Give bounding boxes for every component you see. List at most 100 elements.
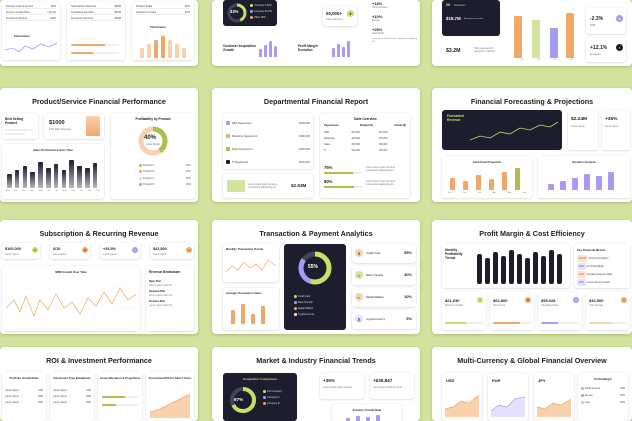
profit-bars (330, 37, 354, 57)
sub-kpi-1: $100,000 Lorem ipsum $ (2, 243, 40, 259)
customers-value: 50,000+ (326, 11, 342, 16)
star-icon: ★ (525, 297, 531, 303)
customers-card: 50,000+ Total customers ★ (323, 6, 357, 26)
smb-card: -2.3% SMB ▾ (586, 8, 626, 34)
roi-col-3: Asset Allocation & Projections (98, 372, 142, 421)
currency-usd: USD (442, 373, 482, 421)
roi-area-chart (150, 393, 190, 418)
briefcase-icon: ▪ (616, 44, 623, 51)
performance-title: Performance (150, 26, 166, 29)
profit-kpi-4: $42,500 Cost Savings ▪ (586, 292, 630, 330)
performance-sparkline (5, 42, 57, 53)
slide-title: Subscription & Recurring Revenue (39, 229, 159, 238)
slide-top-right[interactable]: 5K Customers $15.7M Enterprise accounts … (432, 0, 632, 66)
customer-acquisition-title: Customer Acquisition Growth (223, 44, 256, 52)
mrr-growth-card: MRR Growth Over Time (2, 266, 140, 331)
slide-departmental-report[interactable]: Departmental Financial Report R&D Depart… (212, 88, 420, 202)
roi-col-2: Investment Type Breakdown Lorem ipsum 12%… (50, 372, 94, 421)
slide-multi-currency[interactable]: Multi-Currency & Global Financial Overvi… (432, 347, 632, 421)
slide-top-left[interactable]: Primary Income Source 18% Income Growth R… (0, 0, 198, 66)
slide-subscription[interactable]: Subscription & Recurring Revenue $100,00… (0, 220, 198, 334)
total-budget-card: Lorem ipsum dolor sit amet, consectetur … (223, 174, 313, 198)
revenue-breakdown-list: Basic Plan Lorem ipsum dolor sit Standar… (149, 280, 172, 307)
method-digital-wallets: ▪ Digital Wallets 10% (352, 288, 416, 307)
trend-icon: ↑ (132, 247, 138, 253)
slide-forecasting[interactable]: Financial Forecasting & Projections Fore… (432, 88, 632, 202)
sales-bar (14, 170, 20, 188)
progress-bar (445, 322, 483, 324)
share-donut (227, 3, 247, 23)
profit-bar (493, 252, 498, 284)
sales-bar (22, 166, 28, 188)
profitability-trends-card: Monthly Profitability Trends (442, 244, 570, 288)
slide-title: Transaction & Payment Analytics (259, 229, 373, 238)
enterprise-card: 5K Customers $15.7M Enterprise accounts (442, 0, 500, 36)
slide-title: Profit Margin & Cost Efficiency (479, 229, 585, 238)
progress-bar (541, 322, 579, 324)
users-icon: ★ (347, 10, 354, 17)
slide-top-center[interactable]: 43% Company A 28% Company B 21% Other 28… (212, 0, 420, 66)
performance-label: Performance (14, 35, 30, 38)
wallet-icon: ▪ (186, 247, 192, 253)
currency-eur: EUR (488, 373, 528, 421)
competitor-card: Competitor Comparison 67% Our Company Co… (223, 373, 297, 421)
sales-bar (77, 166, 82, 188)
growth-icon: ↑ (477, 297, 483, 303)
slide-transactions[interactable]: Transaction & Payment Analytics Monthly … (212, 220, 420, 334)
avg-transaction-card: Average Transaction Value (223, 288, 279, 330)
profit-bar (549, 250, 554, 284)
growth-bars (342, 414, 392, 421)
slide-roi[interactable]: ROI & Investment Performance Portfolio G… (0, 347, 198, 421)
income-card: Primary Income Source 18% Income Growth R… (2, 2, 60, 60)
payment-donut (298, 251, 332, 285)
cash-flow-card: Cash Flow Projection Jan Feb Mar Apr May Jun (442, 156, 532, 198)
sales-bar (69, 160, 74, 188)
donut-percent: 55% (308, 264, 319, 270)
method-bank-transfer: ⌂ Bank Transfer 30% (352, 266, 416, 285)
slide-product-performance[interactable]: Product/Service Financial Performance Be… (0, 88, 198, 202)
profit-percent: 40% (144, 135, 157, 141)
profit-kpi-1: $21,630 Revenue Growth ↑ (442, 292, 486, 330)
sales-bar (85, 168, 90, 188)
payment-methods-list: $ Credit Card 55% ⌂ Bank Transfer 30% ▪ … (352, 244, 416, 329)
total-budget-value: $2.53M (291, 183, 307, 188)
savings-icon: ▪ (621, 297, 627, 303)
sub-kpi-4: $42,500 Lorem ipsum ▪ (150, 243, 194, 259)
progress-bar (102, 404, 138, 406)
department-list: R&D Department $250,000 Marketing Departm… (226, 117, 310, 169)
jpy-area-chart (537, 398, 571, 417)
acquisition-bars (257, 37, 281, 57)
dollar-icon: $ (32, 247, 38, 253)
slide-market-trends[interactable]: Market & Industry Financial Trends Compe… (212, 347, 420, 421)
market-kpi-2: +$35,847 Lorem ipsum dolor sit amet (370, 373, 414, 399)
slide-profit-margin[interactable]: Profit Margin & Cost Efficiency Monthly … (432, 220, 632, 334)
progress-bar (324, 172, 362, 174)
currency-jpy: JPY (534, 373, 574, 421)
slide-title: Market & Industry Financial Trends (256, 356, 376, 365)
profit-bar (509, 250, 514, 284)
product-image (86, 116, 100, 136)
forecast-kpi-1: $2.24M Lorem ipsum (568, 110, 598, 150)
table-body: R&D 250,000 240,000 Marketing 180,000 175,00… (324, 131, 388, 152)
enterprise-value: $15.7M (446, 16, 461, 21)
forecast-kpi-2: +35% Lorem ipsum (602, 110, 630, 150)
region-list: North America 35% Europe 28% Asia 22% (581, 385, 625, 406)
transactions-line (226, 259, 276, 273)
cash-flow-bars (448, 166, 526, 190)
monthly-transactions-card: Monthly Transaction Trends (223, 244, 279, 282)
profitability-donut (138, 126, 168, 156)
cost-icon: $ (573, 297, 579, 303)
budget-image (227, 180, 245, 192)
slide-title: Product/Service Financial Performance (32, 97, 166, 106)
method-cryptocurrency: ₿ Cryptocurrency 5% (352, 310, 416, 329)
month-labels: Jan Feb Mar Apr May Jun Jul Aug Sep Oct Nov Dec (6, 190, 100, 192)
roi-col-4: Forecasted ROI for Next 5 Years (146, 372, 194, 421)
sales-bar (53, 164, 59, 188)
avg-transaction-bars (227, 298, 275, 324)
quarter-labels: Q1 Q2 Q3 Q4 (520, 59, 574, 61)
enterprise-revenue: $3.2M (446, 48, 461, 54)
mrr-line-chart (6, 287, 136, 319)
method-credit-card: $ Credit Card 55% (352, 244, 416, 263)
progress-bar (71, 44, 119, 46)
cash-flow-labels: Jan Feb Mar Apr May Jun (448, 192, 526, 194)
